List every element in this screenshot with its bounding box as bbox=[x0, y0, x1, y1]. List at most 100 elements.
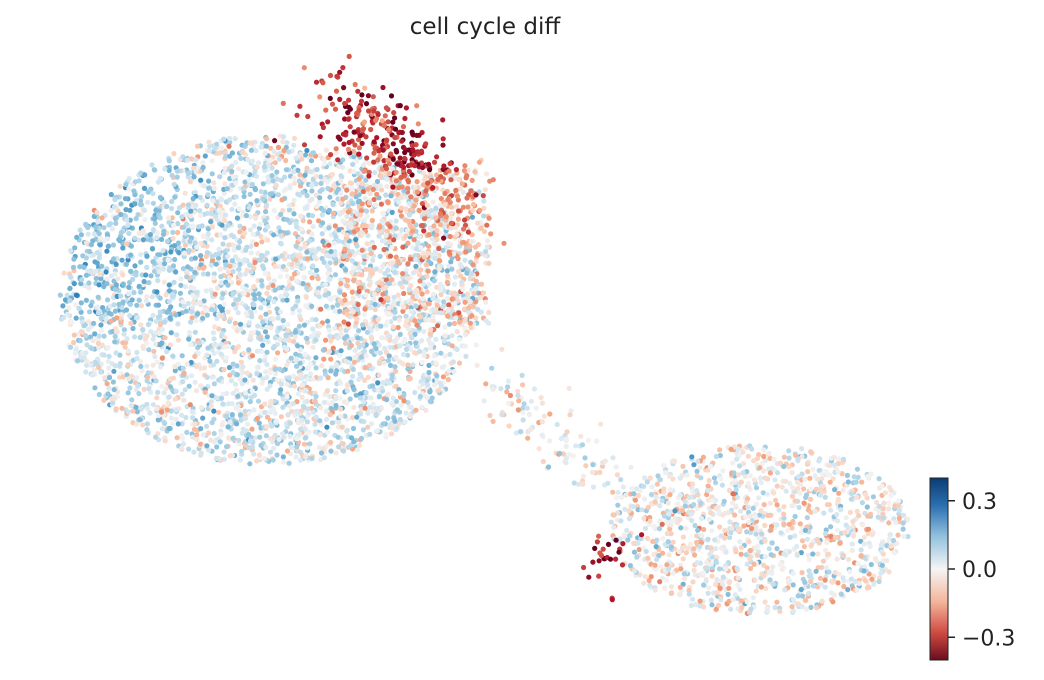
scatter-point bbox=[173, 407, 179, 413]
scatter-point bbox=[259, 282, 265, 288]
scatter-point bbox=[375, 287, 381, 293]
scatter-point bbox=[385, 357, 392, 364]
scatter-point bbox=[134, 355, 140, 361]
scatter-point bbox=[364, 241, 370, 247]
scatter-point bbox=[458, 273, 464, 279]
scatter-point bbox=[221, 367, 227, 373]
scatter-point bbox=[109, 226, 115, 232]
scatter-point bbox=[249, 388, 255, 394]
scatter-point bbox=[291, 211, 297, 217]
scatter-point bbox=[424, 202, 430, 208]
scatter-point bbox=[412, 163, 418, 169]
scatter-point bbox=[101, 352, 107, 358]
scatter-point bbox=[341, 448, 347, 454]
scatter-point bbox=[106, 222, 112, 228]
scatter-point bbox=[262, 455, 268, 462]
scatter-point bbox=[437, 211, 443, 217]
scatter-point bbox=[438, 292, 444, 298]
scatter-point bbox=[161, 319, 168, 325]
scatter-point bbox=[309, 303, 315, 309]
scatter-point bbox=[220, 241, 226, 247]
scatter-point bbox=[98, 369, 104, 375]
scatter-point bbox=[257, 221, 263, 227]
scatter-point bbox=[408, 308, 414, 314]
scatter-point bbox=[400, 351, 407, 357]
scatter-point bbox=[206, 185, 212, 191]
scatter-point bbox=[230, 291, 236, 297]
scatter-point bbox=[350, 336, 356, 342]
scatter-point bbox=[294, 112, 300, 118]
scatter-point bbox=[193, 157, 199, 163]
scatter-point bbox=[287, 420, 293, 426]
scatter-point bbox=[141, 207, 148, 213]
scatter-point bbox=[347, 252, 353, 258]
scatter-point bbox=[309, 316, 315, 323]
scatter-point bbox=[445, 377, 451, 383]
scatter-point bbox=[345, 321, 351, 327]
scatter-point bbox=[449, 343, 455, 349]
scatter-point bbox=[261, 300, 267, 306]
scatter-point bbox=[301, 65, 307, 71]
scatter-point bbox=[106, 353, 112, 359]
scatter-point bbox=[293, 363, 300, 369]
scatter-point bbox=[132, 201, 138, 207]
scatter-point bbox=[147, 410, 153, 416]
scatter-point bbox=[77, 264, 83, 270]
scatter-point bbox=[113, 328, 119, 334]
scatter-point bbox=[284, 217, 290, 223]
scatter-point bbox=[311, 254, 317, 260]
scatter-point bbox=[198, 212, 204, 218]
scatter-point bbox=[342, 340, 348, 346]
scatter-point bbox=[358, 418, 364, 424]
scatter-point bbox=[92, 385, 98, 391]
scatter-point bbox=[170, 235, 176, 241]
scatter-point bbox=[385, 311, 391, 318]
scatter-point bbox=[300, 280, 306, 287]
scatter-point bbox=[327, 394, 333, 400]
scatter-point bbox=[326, 327, 332, 333]
scatter-point bbox=[255, 364, 261, 370]
scatter-point bbox=[275, 350, 281, 356]
scatter-point bbox=[219, 422, 225, 428]
scatter-point bbox=[250, 158, 256, 164]
scatter-point bbox=[356, 344, 362, 350]
scatter-point bbox=[179, 214, 185, 220]
scatter-point bbox=[92, 259, 98, 265]
scatter-point bbox=[377, 268, 384, 274]
scatter-point bbox=[380, 291, 386, 297]
scatter-point bbox=[254, 371, 260, 377]
scatter-point bbox=[247, 140, 253, 146]
scatter-point bbox=[323, 337, 329, 343]
scatter-point bbox=[181, 370, 187, 376]
scatter-point bbox=[271, 445, 277, 451]
scatter-point bbox=[174, 168, 180, 174]
scatter-point bbox=[272, 287, 278, 293]
scatter-point bbox=[96, 252, 103, 258]
scatter-point bbox=[426, 232, 432, 238]
scatter-point bbox=[180, 441, 186, 447]
scatter-point bbox=[319, 363, 325, 369]
scatter-point bbox=[886, 506, 892, 512]
scatter-point bbox=[295, 391, 301, 397]
scatter-point bbox=[345, 242, 351, 248]
scatter-point bbox=[448, 259, 454, 265]
scatter-point bbox=[150, 200, 156, 206]
scatter-point bbox=[267, 295, 273, 301]
scatter-point bbox=[242, 377, 248, 383]
scatter-point bbox=[128, 252, 134, 258]
scatter-point bbox=[263, 444, 269, 450]
scatter-point bbox=[71, 332, 77, 338]
scatter-point bbox=[441, 163, 447, 169]
scatter-point bbox=[317, 418, 323, 424]
scatter-point bbox=[447, 233, 453, 240]
scatter-point bbox=[190, 196, 196, 202]
scatter-point bbox=[314, 166, 320, 173]
chart-title: cell cycle diff bbox=[409, 14, 561, 40]
scatter-point bbox=[382, 271, 388, 277]
scatter-point bbox=[427, 331, 433, 337]
scatter-point bbox=[436, 266, 442, 272]
scatter-point bbox=[325, 185, 331, 191]
scatter-point bbox=[157, 295, 163, 301]
scatter-point bbox=[352, 354, 358, 361]
scatter-point bbox=[293, 224, 300, 230]
